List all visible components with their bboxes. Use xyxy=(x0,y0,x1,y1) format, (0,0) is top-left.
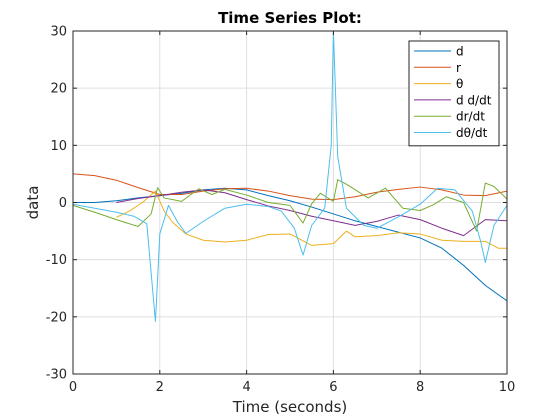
x-tick-label: 2 xyxy=(156,380,164,395)
x-tick-label: 4 xyxy=(242,380,250,395)
ticks: 0 2 4 6 8 10 -30 -20 -10 0 10 20 30 xyxy=(46,25,516,396)
y-tick-label: 30 xyxy=(50,25,67,40)
y-tick-label: 20 xyxy=(50,82,67,97)
x-tick-label: 8 xyxy=(416,380,424,395)
y-tick-label: -10 xyxy=(46,253,67,268)
y-tick-label: -30 xyxy=(46,368,67,383)
chart-title: Time Series Plot: xyxy=(218,9,362,27)
x-tick-label: 10 xyxy=(499,380,516,395)
y-tick-label: 10 xyxy=(50,139,67,154)
legend-label: dθ/dt xyxy=(456,126,488,140)
x-axis-title: Time (seconds) xyxy=(232,398,348,416)
legend-label: d xyxy=(456,45,464,59)
series-line-1 xyxy=(73,173,507,201)
legend: drθ d d/dt dr/dt dθ/dt xyxy=(408,40,500,147)
series-line-2 xyxy=(116,190,507,249)
series-line-4 xyxy=(73,179,507,232)
legend-label: r xyxy=(456,61,461,75)
y-tick-label: 0 xyxy=(59,196,67,211)
legend-label: d d/dt xyxy=(456,93,492,107)
y-tick-label: -20 xyxy=(46,310,67,325)
legend-label: θ xyxy=(456,77,463,91)
series-layer xyxy=(73,31,507,322)
x-tick-label: 6 xyxy=(329,380,337,395)
legend-box xyxy=(408,40,500,147)
y-axis-title: data xyxy=(24,186,42,220)
x-tick-label: 0 xyxy=(69,380,77,395)
series-line-5 xyxy=(73,31,507,322)
legend-label: dr/dt xyxy=(456,110,485,124)
series-line-3 xyxy=(116,189,507,237)
